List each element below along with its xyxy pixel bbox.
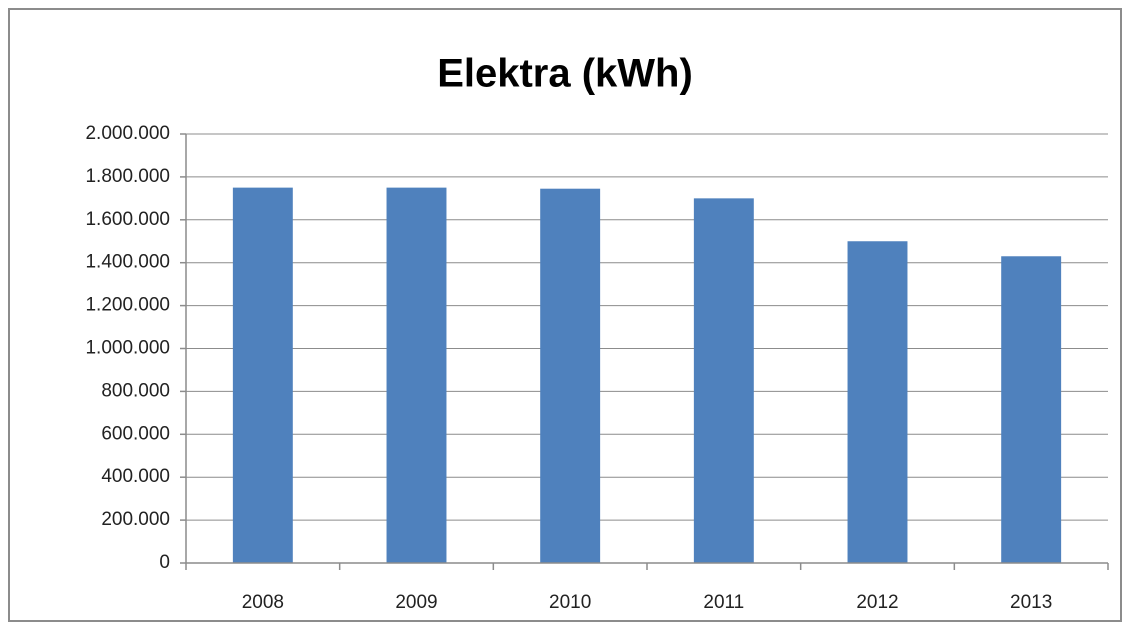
y-tick-label: 1.000.000 [85, 338, 170, 359]
x-tick-label: 2009 [395, 592, 437, 613]
y-tick-label: 2.000.000 [85, 123, 170, 144]
x-tick-label: 2008 [242, 592, 284, 613]
bar [1001, 256, 1062, 563]
bar [540, 188, 601, 563]
y-tick-label: 1.800.000 [85, 166, 170, 187]
x-tick-label: 2010 [549, 592, 591, 613]
bar [232, 187, 293, 563]
y-tick-label: 1.200.000 [85, 295, 170, 316]
y-tick-label: 600.000 [101, 423, 170, 444]
y-tick-label: 1.400.000 [85, 252, 170, 273]
y-tick-label: 1.600.000 [85, 209, 170, 230]
bar [847, 241, 908, 563]
y-tick-label: 200.000 [101, 509, 170, 530]
y-tick-label: 800.000 [101, 380, 170, 401]
x-tick-label: 2013 [1010, 592, 1052, 613]
x-tick-label: 2012 [856, 592, 898, 613]
x-tick-label: 2011 [703, 592, 744, 613]
y-tick-label: 400.000 [101, 466, 170, 487]
chart-title: Elektra (kWh) [437, 52, 693, 96]
y-tick-label: 0 [159, 552, 170, 573]
bar [693, 198, 754, 563]
bar [386, 187, 447, 563]
